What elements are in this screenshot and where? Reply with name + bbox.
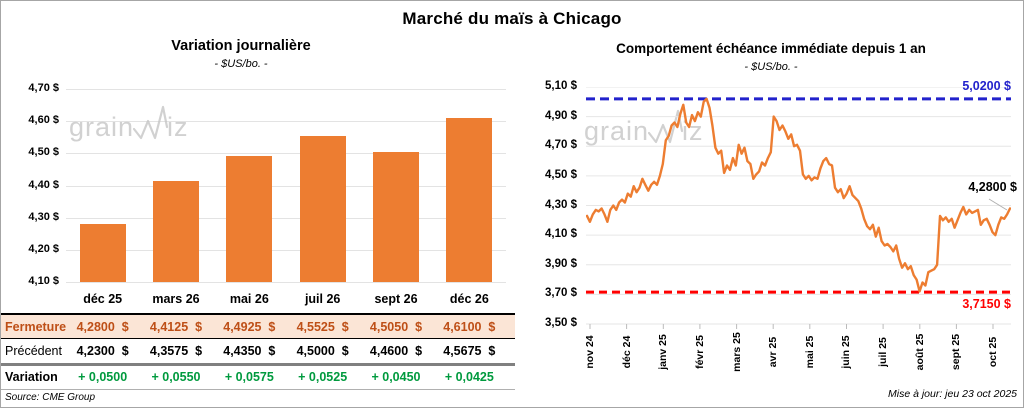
- high-line-label: 5,0200 $: [962, 79, 1011, 93]
- right-y-tick-label: 4,50 $: [545, 168, 577, 181]
- month-column-header: sept 26: [374, 292, 418, 306]
- month-column-header: déc 26: [449, 292, 489, 306]
- watermark-text-right: iz: [167, 111, 189, 142]
- left-gridline: [66, 249, 506, 251]
- table-cell: 4,4125 $: [149, 319, 203, 334]
- table-cell: 4,4925 $: [223, 319, 276, 334]
- left-y-tick-label: 4,30 $: [28, 210, 59, 223]
- table-cell: 4,2800 $: [76, 319, 129, 334]
- bar-déc-26: [446, 117, 493, 282]
- table-row-precedent: Précédent 4,2300 $ 4,3575 $ 4,4350 $ 4,5000…: [1, 339, 515, 363]
- left-gridline: [66, 121, 506, 123]
- table-row-fermeture: Fermeture 4,2800 $ 4,4125 $ 4,4925 $ 4,5525…: [1, 315, 515, 338]
- right-y-tick-label: 4,70 $: [545, 139, 577, 152]
- left-chart-subtitle: - $US/bo. -: [214, 58, 268, 70]
- row-label-fermeture: Fermeture: [5, 319, 67, 334]
- right-y-tick-label: 3,50 $: [545, 317, 577, 329]
- low-line-label: 3,7150 $: [962, 297, 1011, 311]
- right-y-tick-label: 5,10 $: [545, 80, 577, 92]
- bar-mai-26: [226, 155, 273, 282]
- grainwiz-logo-icon: [133, 105, 169, 140]
- table-top-border: [1, 313, 515, 315]
- bar-déc-25: [79, 224, 126, 282]
- table-cell: 4,5000 $: [296, 344, 349, 358]
- left-y-tick-label: 4,20 $: [28, 242, 59, 255]
- table-cell: 4,2300 $: [76, 344, 129, 358]
- table-cell: + 0,0425: [444, 370, 494, 384]
- table-cell: + 0,0575: [224, 370, 274, 384]
- right-y-tick-label: 3,70 $: [545, 287, 577, 300]
- bar-sept-26: [373, 151, 419, 282]
- row-values-precedent: 4,2300 $ 4,3575 $ 4,4350 $ 4,5000 $ 4,4600 $…: [66, 344, 506, 358]
- left-y-tick-label: 4,70 $: [28, 82, 59, 94]
- table-cell: 4,5525 $: [296, 319, 349, 334]
- right-x-tick-label: nov 24: [584, 335, 596, 369]
- month-column-header: juil 26: [304, 292, 341, 306]
- month-column-header: mai 26: [229, 292, 269, 306]
- right-x-tick-label: janv 25: [657, 334, 670, 370]
- row-label-variation: Variation: [5, 370, 58, 384]
- right-x-tick-label: mars 25: [730, 332, 743, 372]
- left-y-tick-label: 4,40 $: [28, 178, 59, 191]
- last-price-label: 4,2800 $: [968, 180, 1017, 194]
- grainwiz-watermark: grain iz: [69, 105, 189, 149]
- table-cell: 4,3575 $: [149, 344, 203, 358]
- source-note: Source: CME Group: [5, 392, 96, 403]
- table-row-variation: Variation + 0,0500 + 0,0550 + 0,0575 + 0,05…: [1, 366, 515, 388]
- right-x-tick-label: févr 25: [693, 335, 706, 369]
- last-updated-note: Mise à jour: jeu 23 oct 2025: [888, 388, 1017, 400]
- table-cell: 4,6100 $: [443, 319, 496, 334]
- right-x-tick-label: juin 25: [840, 335, 853, 369]
- left-y-tick-label: 4,10 $: [28, 275, 59, 287]
- grainwiz-logo-icon: [648, 109, 684, 144]
- table-cell: 4,5050 $: [369, 319, 423, 334]
- month-column-header: mars 26: [152, 292, 200, 306]
- month-column-header: déc 25: [83, 292, 123, 306]
- left-gridline: [66, 89, 506, 90]
- right-x-tick-label: oct 25: [987, 336, 1000, 368]
- right-y-tick-label: 4,10 $: [545, 228, 577, 241]
- left-y-tick-label: 4,50 $: [28, 146, 59, 159]
- right-x-tick-label: mai 25: [803, 335, 816, 369]
- daily-variation-bar-chart: [66, 89, 506, 283]
- table-cell: 4,4350 $: [223, 344, 276, 358]
- left-gridline: [66, 185, 506, 187]
- table-divider: [1, 338, 515, 339]
- right-x-tick-label: juil 25: [877, 337, 890, 367]
- table-cell: + 0,0500: [78, 370, 128, 384]
- right-x-tick-label: avr 25: [767, 336, 780, 368]
- line-chart-svg: [585, 86, 1012, 329]
- table-cell: + 0,0450: [371, 370, 421, 384]
- bar-mars-26: [153, 181, 199, 282]
- left-gridline: [66, 282, 506, 283]
- watermark-text-left: grain: [69, 111, 135, 142]
- table-cell: + 0,0550: [151, 370, 201, 384]
- table-cell: 4,4600 $: [369, 344, 423, 358]
- table-month-header: déc 25 mars 26 mai 26 juil 26 sept 26 déc 26: [66, 292, 506, 306]
- right-y-tick-label: 4,30 $: [545, 198, 577, 211]
- right-chart-subtitle: - $US/bo. -: [744, 61, 798, 73]
- one-year-price-line-chart: [585, 86, 1012, 330]
- table-cell: + 0,0525: [298, 370, 348, 384]
- table-divider-thick: [1, 363, 515, 366]
- bar-juil-26: [299, 136, 346, 282]
- table-bottom-border: [1, 389, 515, 390]
- right-chart-title: Comportement échéance immédiate depuis 1…: [616, 41, 926, 56]
- right-y-tick-label: 4,90 $: [545, 109, 577, 122]
- watermark-text-left: grain: [584, 115, 650, 146]
- left-gridline: [66, 217, 506, 219]
- right-x-tick-label: sept 25: [950, 333, 963, 371]
- left-y-tick-label: 4,60 $: [28, 114, 59, 127]
- right-y-tick-label: 3,90 $: [545, 257, 577, 270]
- row-values-fermeture: 4,2800 $ 4,4125 $ 4,4925 $ 4,5525 $ 4,5050 $…: [66, 320, 506, 334]
- left-chart-title: Variation journalière: [171, 38, 311, 54]
- row-values-variation: + 0,0500 + 0,0550 + 0,0575 + 0,0525 + 0,0450…: [66, 370, 506, 384]
- left-gridline: [66, 153, 506, 155]
- row-label-precedent: Précédent: [5, 344, 62, 358]
- right-x-tick-label: août 25: [913, 333, 926, 371]
- table-cell: 4,5675 $: [443, 344, 496, 358]
- right-x-tick-label: déc 24: [620, 335, 633, 369]
- page-title: Marché du maïs à Chicago: [402, 9, 622, 28]
